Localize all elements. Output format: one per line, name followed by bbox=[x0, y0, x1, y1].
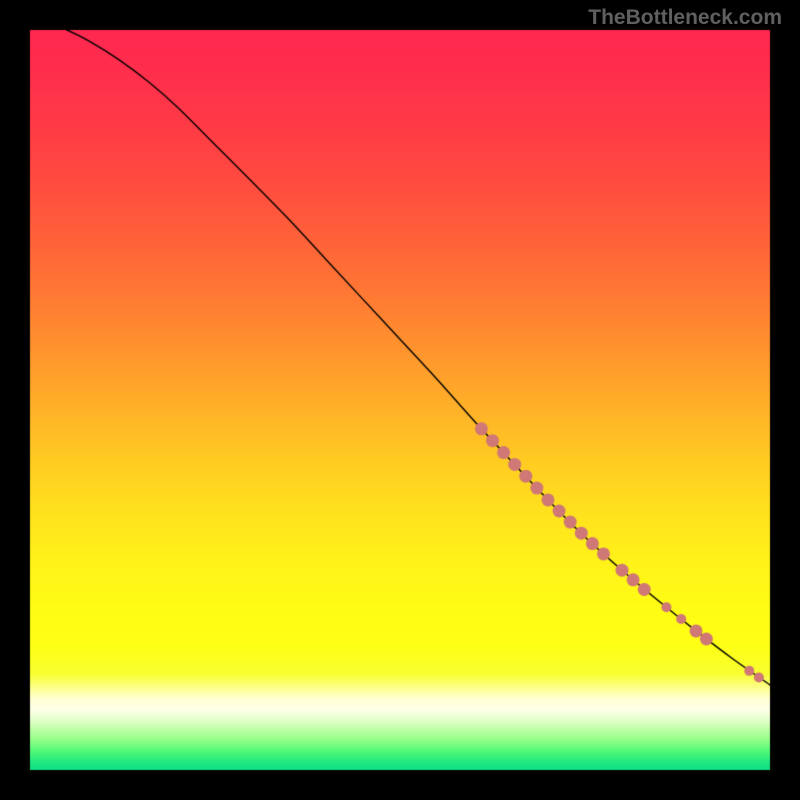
bottleneck-chart-canvas bbox=[0, 0, 800, 800]
watermark-text: TheBottleneck.com bbox=[588, 6, 782, 30]
chart-container bbox=[0, 0, 800, 800]
